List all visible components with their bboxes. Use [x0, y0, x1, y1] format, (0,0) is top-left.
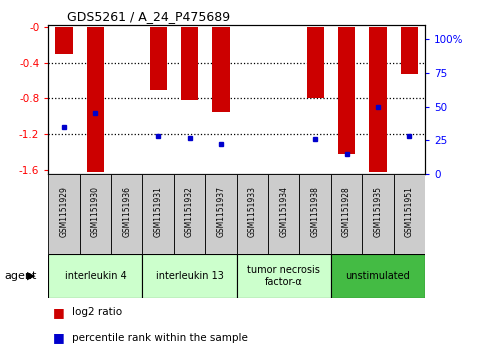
Bar — [205, 174, 237, 254]
Text: GSM1151931: GSM1151931 — [154, 186, 163, 237]
Bar — [48, 254, 142, 298]
Bar — [87, 27, 104, 172]
Bar — [174, 174, 205, 254]
Text: agent: agent — [5, 271, 37, 281]
Bar — [56, 27, 72, 54]
Text: log2 ratio: log2 ratio — [72, 307, 123, 317]
Bar — [181, 27, 198, 100]
Bar — [362, 174, 394, 254]
Bar — [307, 27, 324, 98]
Text: ▶: ▶ — [27, 271, 36, 281]
Bar — [213, 27, 229, 112]
Text: GSM1151932: GSM1151932 — [185, 186, 194, 237]
Text: GSM1151928: GSM1151928 — [342, 186, 351, 237]
Text: GDS5261 / A_24_P475689: GDS5261 / A_24_P475689 — [67, 10, 230, 23]
Text: GSM1151930: GSM1151930 — [91, 186, 100, 237]
Bar — [401, 27, 418, 74]
Text: ■: ■ — [53, 331, 65, 344]
Bar — [142, 174, 174, 254]
Bar — [299, 174, 331, 254]
Bar — [142, 254, 237, 298]
Bar — [394, 174, 425, 254]
Text: GSM1151951: GSM1151951 — [405, 186, 414, 237]
Bar — [237, 174, 268, 254]
Text: GSM1151929: GSM1151929 — [59, 186, 69, 237]
Text: interleukin 13: interleukin 13 — [156, 271, 224, 281]
Text: tumor necrosis
factor-α: tumor necrosis factor-α — [247, 265, 320, 287]
Text: GSM1151936: GSM1151936 — [122, 186, 131, 237]
Bar — [331, 174, 362, 254]
Bar — [48, 174, 80, 254]
Bar — [150, 27, 167, 90]
Text: percentile rank within the sample: percentile rank within the sample — [72, 333, 248, 343]
Text: GSM1151937: GSM1151937 — [216, 186, 226, 237]
Text: GSM1151935: GSM1151935 — [373, 186, 383, 237]
Bar — [80, 174, 111, 254]
Bar — [369, 27, 386, 172]
Bar — [268, 174, 299, 254]
Bar — [331, 254, 425, 298]
Bar — [111, 174, 142, 254]
Text: GSM1151934: GSM1151934 — [279, 186, 288, 237]
Text: ■: ■ — [53, 306, 65, 319]
Text: interleukin 4: interleukin 4 — [65, 271, 126, 281]
Bar — [237, 254, 331, 298]
Bar — [338, 27, 355, 154]
Text: GSM1151938: GSM1151938 — [311, 186, 320, 237]
Text: GSM1151933: GSM1151933 — [248, 186, 257, 237]
Text: unstimulated: unstimulated — [345, 271, 411, 281]
